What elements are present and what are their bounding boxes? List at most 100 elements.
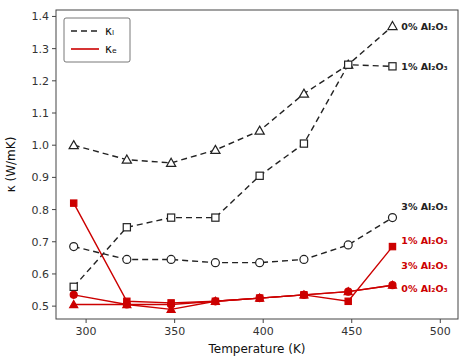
y-tick — [52, 48, 56, 49]
annotation: 1% Al₂O₃ — [401, 61, 447, 72]
legend-label: κₗ — [105, 24, 114, 38]
point — [345, 61, 352, 68]
point — [388, 281, 396, 288]
annotation: 3% Al₂O₃ — [401, 201, 447, 212]
y-tick-label: 0.7 — [32, 236, 50, 249]
y-tick-label: 0.6 — [32, 268, 50, 281]
x-tick — [351, 319, 352, 323]
point — [344, 60, 353, 68]
point — [256, 295, 263, 302]
x-tick-label: 300 — [76, 325, 97, 338]
point — [257, 295, 263, 301]
y-tick — [52, 177, 56, 178]
y-tick — [52, 209, 56, 210]
x-tick-label: 350 — [164, 325, 185, 338]
x-tick — [86, 319, 87, 323]
annotation: 0% Al₂O₃ — [401, 283, 447, 294]
point — [168, 214, 175, 221]
point — [388, 214, 396, 222]
point — [300, 140, 307, 147]
point — [256, 259, 264, 267]
point — [300, 291, 307, 298]
annotation: 0% Al₂O₃ — [401, 21, 447, 32]
point — [256, 172, 263, 179]
y-tick — [52, 241, 56, 242]
point — [70, 243, 78, 251]
point — [256, 294, 264, 301]
point — [211, 297, 219, 304]
point — [211, 145, 220, 153]
point — [389, 63, 396, 70]
y-tick — [52, 113, 56, 114]
y-tick-label: 1.3 — [32, 43, 50, 56]
point — [300, 255, 308, 263]
point — [300, 291, 308, 298]
x-tick-label: 500 — [430, 325, 451, 338]
series — [71, 200, 396, 306]
y-tick — [52, 16, 56, 17]
annotation: 1% Al₂O₃ — [401, 235, 447, 246]
point — [345, 298, 351, 304]
point — [167, 158, 176, 166]
y-tick — [52, 80, 56, 81]
x-axis-label: Temperature (K) — [207, 342, 305, 356]
point — [299, 89, 308, 97]
point — [211, 259, 219, 267]
point — [212, 298, 218, 304]
series-line — [74, 285, 393, 304]
x-tick-label: 450 — [341, 325, 362, 338]
y-tick-label: 1.1 — [32, 107, 50, 120]
point — [71, 200, 77, 206]
y-tick — [52, 273, 56, 274]
series-line — [74, 65, 393, 287]
point — [167, 305, 175, 312]
series — [70, 61, 396, 290]
annotation: 3% Al₂O₃ — [401, 260, 447, 271]
point — [388, 21, 397, 29]
y-tick-label: 0.8 — [32, 204, 50, 217]
series-line — [74, 285, 393, 309]
axes: 300 350 400 450 500 0.5 0.6 0.7 0.8 0.9 1.0 1.1 1.2 1… — [32, 10, 451, 338]
point — [389, 282, 396, 289]
point — [69, 141, 78, 149]
y-tick-label: 0.5 — [32, 300, 50, 313]
legend-swatch — [71, 48, 99, 50]
point — [212, 298, 219, 305]
legend-swatch — [71, 30, 99, 32]
y-tick-label: 1.2 — [32, 75, 50, 88]
x-tick — [174, 319, 175, 323]
x-tick-label: 400 — [253, 325, 274, 338]
point — [344, 288, 352, 295]
point — [389, 243, 395, 249]
point — [344, 241, 352, 249]
chart: 300 350 400 450 500 0.5 0.6 0.7 0.8 0.9 1.0 1.1 1.2 1… — [0, 0, 474, 363]
point — [122, 155, 131, 163]
legend: κₗ κₑ — [64, 18, 130, 62]
point — [123, 224, 130, 231]
point — [345, 288, 352, 295]
point — [70, 300, 78, 307]
series-line — [74, 203, 393, 303]
point — [212, 214, 219, 221]
y-tick — [52, 145, 56, 146]
y-tick-label: 0.9 — [32, 171, 50, 184]
series — [70, 214, 397, 267]
point — [301, 292, 307, 298]
point — [167, 255, 175, 263]
point — [70, 283, 77, 290]
annotations: 0% Al₂O₃ 1% Al₂O₃ 3% Al₂O₃ 1% Al₂O₃ 3% Al₂O₃… — [401, 21, 447, 294]
x-tick — [263, 319, 264, 323]
point — [123, 255, 131, 263]
series-line — [74, 218, 393, 263]
y-tick — [52, 306, 56, 307]
point — [70, 291, 77, 298]
legend-label: κₑ — [105, 42, 117, 56]
point — [123, 300, 131, 307]
y-axis-label: κ (W/mK) — [4, 137, 18, 193]
legend-box — [64, 18, 130, 62]
y-tick-label: 1.0 — [32, 139, 50, 152]
point — [255, 126, 264, 134]
plot-frame — [56, 10, 458, 319]
series — [70, 281, 397, 312]
plot-area — [69, 21, 397, 312]
